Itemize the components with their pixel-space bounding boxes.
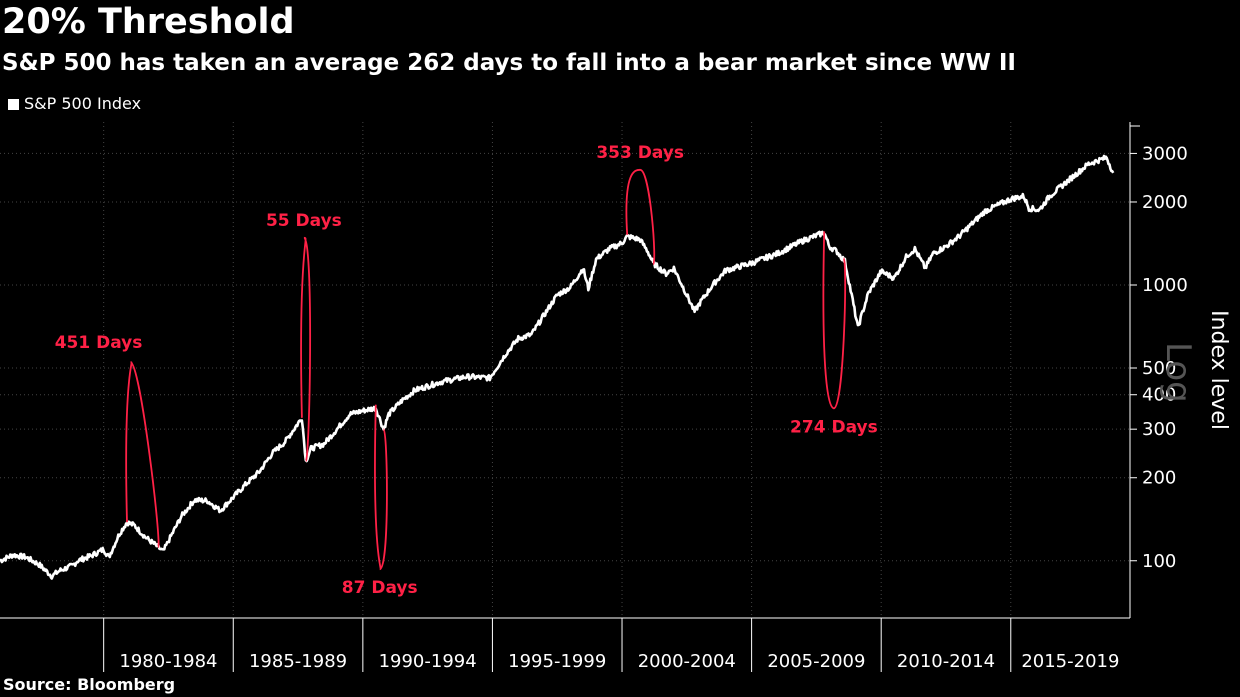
annotation-loop-3 [625,168,656,266]
x-tick-label-4: 2000-2004 [638,651,736,672]
source-note: Source: Bloomberg [3,675,176,694]
series-line-sp500 [0,154,1115,580]
y-axis-label: Index level [1206,310,1231,430]
annotation-label-0: 451 Days [55,333,143,353]
annotation-loop-0 [125,361,160,549]
annotation-loop-2 [374,404,388,571]
legend-label: S&P 500 Index [24,94,142,113]
x-tick-label-3: 1995-1999 [508,651,606,672]
y-tick-label-3000: 3000 [1142,143,1188,164]
chart-title: 20% Threshold [2,2,295,42]
annotation-label-2: 87 Days [342,578,418,598]
x-tick-label-6: 2010-2014 [897,651,995,672]
y-tick-label-400: 400 [1142,385,1176,406]
x-tick-label-7: 2015-2019 [1021,651,1119,672]
chart-subtitle: S&P 500 has taken an average 262 days to… [2,50,1016,76]
y-tick-label-300: 300 [1142,419,1176,440]
legend-swatch [8,98,19,110]
y-tick-label-200: 200 [1142,468,1176,489]
x-tick-label-2: 1990-1994 [379,651,477,672]
annotation-loop-4 [822,231,847,410]
y-tick-label-100: 100 [1142,551,1176,572]
x-tick-label-5: 2005-2009 [767,651,865,672]
x-tick-label-1: 1985-1989 [249,651,347,672]
legend: S&P 500 Index [8,93,141,115]
y-tick-label-1000: 1000 [1142,275,1188,296]
x-tick-label-0: 1980-1984 [119,651,217,672]
annotation-label-3: 353 Days [596,143,684,163]
annotation-loop-1 [300,236,312,462]
annotation-label-1: 55 Days [266,211,342,231]
annotation-label-4: 274 Days [790,417,878,437]
log-scale-watermark: Log [1158,342,1198,403]
y-tick-label-500: 500 [1142,358,1176,379]
y-tick-label-2000: 2000 [1142,192,1188,213]
